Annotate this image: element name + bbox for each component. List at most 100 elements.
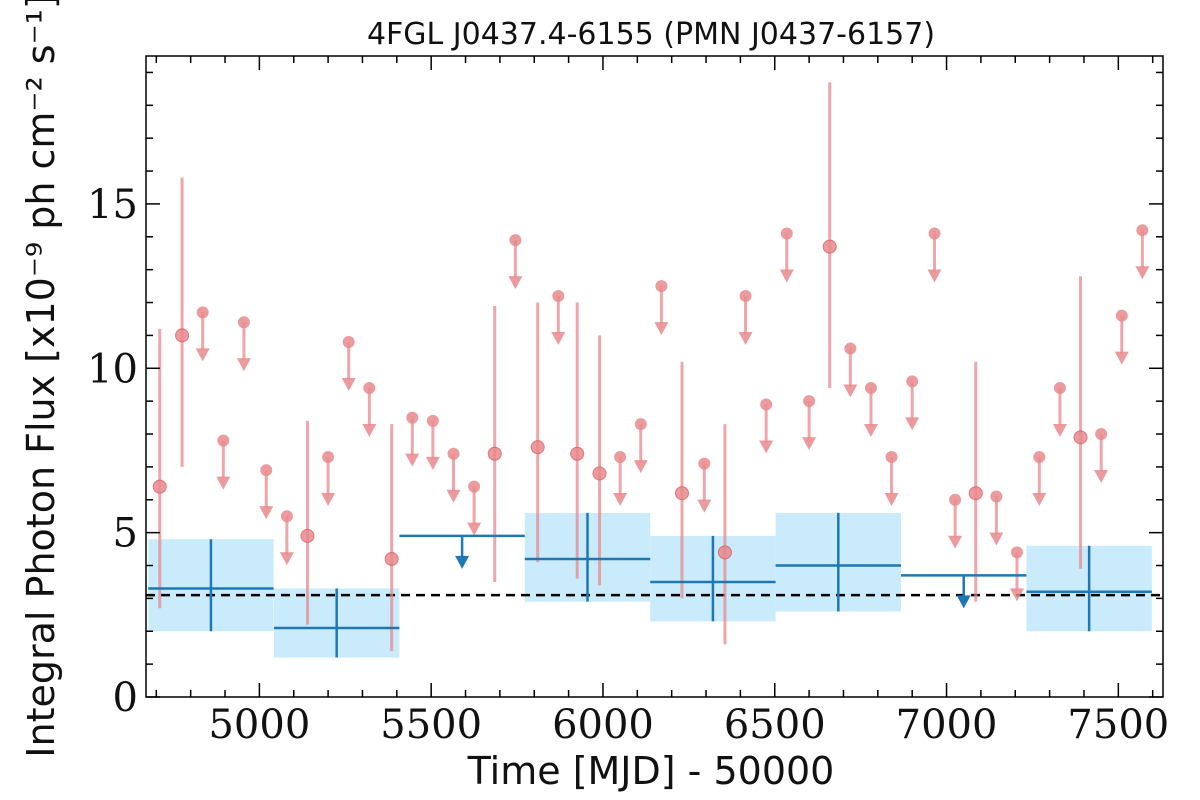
fine-bin-upper-limit-point bbox=[280, 510, 293, 523]
chart-title: 4FGL J0437.4-6155 (PMN J0437-6157) bbox=[367, 17, 935, 52]
fine-bin-upper-limit-arrow bbox=[425, 456, 440, 470]
fine-bin-upper-limit-arrow bbox=[1094, 470, 1109, 484]
fine-bin-upper-limit-arrow bbox=[508, 276, 523, 290]
fine-bin-upper-limit-point bbox=[760, 398, 773, 411]
fine-bin-upper-limit-arrow bbox=[446, 489, 461, 503]
fine-bin-upper-limit-arrow bbox=[779, 269, 794, 283]
fine-bin-upper-limit-arrow bbox=[362, 424, 377, 438]
fine-bin-point bbox=[384, 551, 399, 566]
fine-bin-upper-limit-point bbox=[1033, 451, 1046, 464]
fine-bin-upper-limit-point bbox=[342, 335, 355, 348]
fine-bin-upper-limit-arrow bbox=[405, 453, 420, 467]
fine-bin-upper-limit-point bbox=[928, 227, 941, 240]
fine-bin-upper-limit-arrow bbox=[1032, 493, 1047, 507]
fine-bin-upper-limit-arrow bbox=[1114, 351, 1129, 365]
fine-bin-upper-limit-point bbox=[614, 451, 627, 464]
fine-bin-upper-limit-arrow bbox=[1009, 588, 1024, 602]
fine-bin-upper-limit-point bbox=[1053, 382, 1066, 395]
fine-bin-upper-limit-arrow bbox=[195, 348, 210, 362]
y-tick-label: 0 bbox=[113, 675, 138, 721]
fine-bin-upper-limit-point bbox=[949, 493, 962, 506]
axis-ticks bbox=[146, 56, 1163, 698]
coarse-bin-series bbox=[148, 512, 1152, 658]
fine-bin-upper-limit-point bbox=[426, 414, 439, 427]
fine-bin-series bbox=[152, 82, 1150, 651]
fine-bin-upper-limit-point bbox=[1095, 428, 1108, 441]
coarse-bin-limit-arrow bbox=[956, 595, 971, 609]
fine-bin-upper-limit-point bbox=[468, 480, 481, 493]
fine-bin-point bbox=[175, 328, 190, 343]
coarse-bin-limit-arrow bbox=[455, 555, 470, 569]
fine-bin-upper-limit-arrow bbox=[551, 331, 566, 345]
fine-bin-upper-limit-arrow bbox=[738, 331, 753, 345]
fine-bin-upper-limit-arrow bbox=[863, 424, 878, 438]
x-tick-label: 7500 bbox=[1067, 702, 1169, 748]
fine-bin-upper-limit-point bbox=[906, 375, 919, 388]
fine-bin-upper-limit-point bbox=[260, 464, 273, 477]
fine-bin-upper-limit-point bbox=[844, 342, 857, 355]
x-tick-label: 5000 bbox=[208, 702, 310, 748]
fine-bin-upper-limit-arrow bbox=[1052, 424, 1067, 438]
fine-bin-point bbox=[592, 466, 607, 481]
fine-bin-upper-limit-point bbox=[509, 234, 522, 247]
fine-bin-point bbox=[822, 239, 837, 254]
fine-bin-upper-limit-point bbox=[1115, 309, 1128, 322]
fine-bin-upper-limit-arrow bbox=[948, 535, 963, 549]
fine-bin-upper-limit-point bbox=[363, 382, 376, 395]
fine-bin-upper-limit-point bbox=[217, 434, 230, 447]
fine-bin-upper-limit-arrow bbox=[321, 493, 336, 507]
fine-bin-point bbox=[570, 446, 585, 461]
fine-bin-upper-limit-point bbox=[634, 418, 647, 431]
plot-area bbox=[146, 82, 1163, 658]
fine-bin-upper-limit-arrow bbox=[216, 476, 231, 490]
fine-bin-upper-limit-point bbox=[552, 289, 565, 302]
fine-bin-upper-limit-arrow bbox=[905, 417, 920, 431]
fine-bin-point bbox=[1073, 430, 1088, 445]
fine-bin-upper-limit-point bbox=[196, 306, 209, 319]
tick-labels: 5000 5500 6000 6500 7000 7500 0 5 10 15 bbox=[87, 182, 1169, 748]
fine-bin-point bbox=[152, 479, 167, 494]
x-tick-label: 7000 bbox=[896, 702, 998, 748]
fine-bin-upper-limit-point bbox=[237, 316, 250, 329]
fine-bin-upper-limit-point bbox=[698, 457, 711, 470]
fine-bin-point bbox=[530, 440, 545, 455]
fine-bin-upper-limit-arrow bbox=[341, 377, 356, 391]
fine-bin-point bbox=[487, 446, 502, 461]
fine-bin-upper-limit-arrow bbox=[654, 322, 669, 336]
fine-bin-point bbox=[968, 486, 983, 501]
fine-bin-upper-limit-arrow bbox=[259, 506, 274, 520]
fine-bin-upper-limit-arrow bbox=[989, 532, 1004, 546]
y-tick-label: 5 bbox=[113, 511, 138, 557]
y-axis-label: Integral Photon Flux [x10⁻⁹ ph cm⁻² s⁻¹] bbox=[19, 0, 63, 758]
fine-bin-upper-limit-arrow bbox=[927, 269, 942, 283]
fine-bin-point bbox=[717, 545, 732, 560]
fine-bin-upper-limit-point bbox=[739, 289, 752, 302]
fine-bin-upper-limit-point bbox=[1010, 546, 1023, 559]
fine-bin-point bbox=[674, 486, 689, 501]
fine-bin-upper-limit-point bbox=[447, 447, 460, 460]
fine-bin-upper-limit-arrow bbox=[697, 499, 712, 513]
x-tick-label: 6000 bbox=[552, 702, 654, 748]
fine-bin-upper-limit-arrow bbox=[633, 460, 648, 474]
x-axis-label: Time [MJD] - 50000 bbox=[467, 749, 835, 793]
fine-bin-upper-limit-point bbox=[655, 280, 668, 293]
fine-bin-upper-limit-arrow bbox=[884, 493, 899, 507]
y-tick-label: 10 bbox=[87, 346, 138, 392]
y-tick-label: 15 bbox=[87, 182, 138, 228]
fine-bin-upper-limit-arrow bbox=[613, 493, 628, 507]
fine-bin-upper-limit-arrow bbox=[759, 440, 774, 454]
fine-bin-upper-limit-arrow bbox=[802, 437, 817, 451]
fine-bin-upper-limit-arrow bbox=[1135, 266, 1150, 280]
fine-bin-upper-limit-point bbox=[885, 451, 898, 464]
x-tick-label: 5500 bbox=[380, 702, 482, 748]
fine-bin-upper-limit-point bbox=[803, 395, 816, 408]
fine-bin-upper-limit-point bbox=[1136, 224, 1149, 237]
fine-bin-upper-limit-point bbox=[864, 382, 877, 395]
fine-bin-upper-limit-point bbox=[780, 227, 793, 240]
x-tick-label: 6500 bbox=[724, 702, 826, 748]
fine-bin-point bbox=[300, 528, 315, 543]
fine-bin-upper-limit-arrow bbox=[843, 384, 858, 398]
fine-bin-upper-limit-point bbox=[990, 490, 1003, 503]
plot-frame bbox=[145, 55, 1164, 698]
